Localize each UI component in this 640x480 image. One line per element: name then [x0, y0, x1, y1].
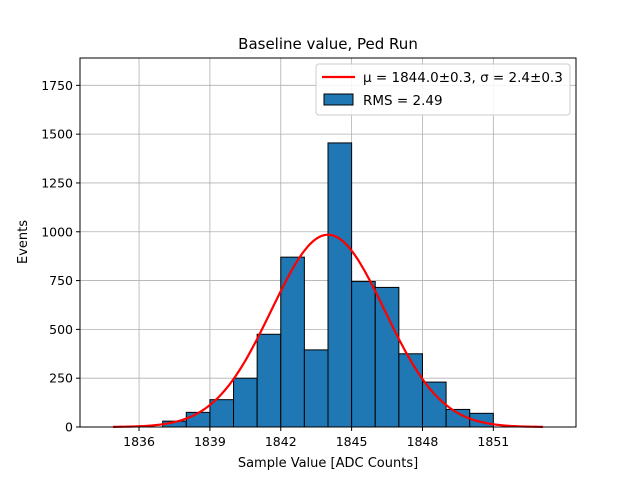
histogram-bar — [351, 281, 376, 428]
histogram-bar — [327, 142, 353, 428]
y-axis-label: Events — [16, 220, 31, 264]
x-tick-label: 1842 — [265, 434, 297, 449]
y-tick-label: 1000 — [41, 224, 73, 239]
histogram-bar — [256, 333, 282, 428]
x-axis-ticks: 1836 1839 1842 1845 1848 1851 — [123, 427, 509, 449]
y-tick-label: 750 — [49, 273, 73, 288]
histogram-bar — [185, 411, 211, 428]
legend: μ = 1844.0±0.3, σ = 2.4±0.3 RMS = 2.49 — [315, 63, 571, 116]
gaussian-fit — [113, 233, 543, 428]
y-tick-label: 0 — [65, 420, 73, 435]
histogram-bar — [398, 353, 423, 428]
histogram-bars — [162, 142, 494, 428]
x-tick-label: 1836 — [123, 434, 155, 449]
histogram-bar — [421, 381, 447, 428]
legend-fit-label: μ = 1844.0±0.3, σ = 2.4±0.3 — [363, 70, 563, 86]
histogram-bar — [233, 377, 258, 428]
y-axis-ticks: 0 250 500 750 1000 1250 1500 1750 — [41, 78, 80, 435]
histogram-bar — [303, 349, 329, 428]
x-tick-label: 1848 — [407, 434, 439, 449]
histogram-bar — [209, 399, 235, 428]
y-tick-label: 1250 — [41, 175, 73, 190]
y-tick-label: 1750 — [41, 78, 73, 93]
plot-frame — [79, 57, 577, 428]
x-tick-label: 1839 — [194, 434, 226, 449]
legend-rms-label: RMS = 2.49 — [363, 93, 443, 109]
histogram-bar — [374, 286, 400, 428]
y-tick-label: 1500 — [41, 127, 73, 142]
y-tick-label: 500 — [49, 322, 73, 337]
y-tick-label: 250 — [49, 371, 73, 386]
x-axis-label: Sample Value [ADC Counts] — [238, 456, 418, 471]
fit-curve — [113, 233, 543, 428]
x-tick-label: 1851 — [477, 434, 509, 449]
x-tick-label: 1845 — [336, 434, 368, 449]
legend-box — [315, 63, 571, 116]
legend-rms-patch-icon — [323, 93, 354, 106]
chart-title: Baseline value, Ped Run — [238, 35, 418, 53]
